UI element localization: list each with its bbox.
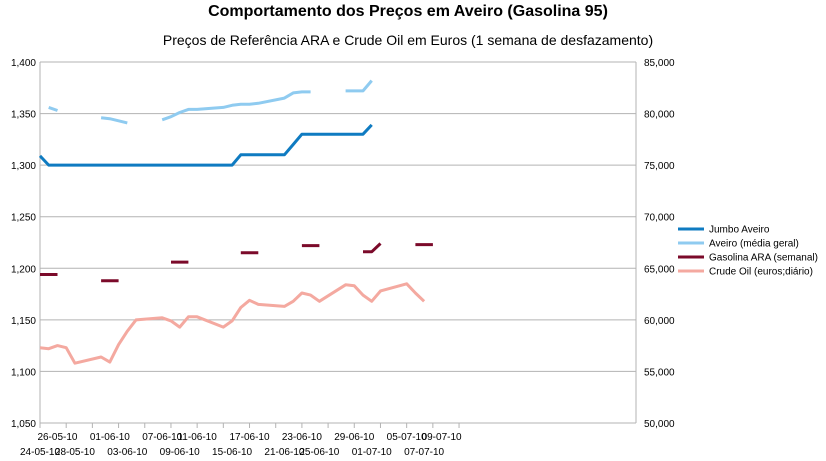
x-tick-label: 21-06-10: [264, 447, 304, 458]
x-tick-label: 01-06-10: [90, 432, 130, 443]
series-line: [161, 90, 311, 122]
series-line: [38, 123, 373, 167]
series-area: [38, 79, 433, 365]
y-right-tick-label: 85,000: [644, 58, 675, 69]
legend-label: Jumbo Aveiro: [709, 225, 770, 236]
axes: 1,050 50,000 1,100 55,000 1,150 60,000 1,200 65…: [11, 58, 675, 458]
chart-subtitle: Preços de Referência ARA e Crude Oil em …: [163, 32, 653, 48]
x-tick-label: 11-06-10: [177, 432, 217, 443]
y-left-tick-label: 1,200: [11, 264, 36, 275]
y-left-tick-label: 1,100: [11, 367, 36, 378]
x-tick-label: 29-06-10: [334, 432, 374, 443]
chart-title: Comportamento dos Preços em Aveiro (Gaso…: [208, 3, 608, 20]
y-right-tick-label: 50,000: [644, 419, 675, 430]
x-tick-label: 07-07-10: [404, 447, 444, 458]
x-tick-label: 03-06-10: [107, 447, 147, 458]
y-left-tick-label: 1,250: [11, 213, 36, 224]
x-tick-label: 24-05-10: [20, 447, 60, 458]
y-right-tick-label: 80,000: [644, 110, 675, 121]
x-tick-label: 09-06-10: [160, 447, 200, 458]
y-right-tick-label: 65,000: [644, 264, 675, 275]
x-tick-label: 17-06-10: [230, 432, 270, 443]
y-right-tick-label: 75,000: [644, 161, 675, 172]
series-line: [39, 282, 426, 365]
x-tick-label: 05-07-10: [387, 432, 427, 443]
legend-label: Aveiro (média geral): [709, 239, 799, 250]
series-crude-oil-euros-diario: [39, 282, 426, 365]
grid: [40, 61, 636, 424]
y-left-tick-label: 1,300: [11, 161, 36, 172]
y-right-tick-label: 55,000: [644, 367, 675, 378]
legend-label: Gasolina ARA (semanal): [709, 253, 818, 264]
series-line: [48, 105, 58, 112]
legend: Jumbo Aveiro Aveiro (média geral) Gasolina…: [678, 225, 818, 278]
series-jumbo-aveiro: [38, 123, 373, 167]
series-line: [363, 242, 382, 254]
series-line: [100, 116, 128, 125]
y-left-tick-label: 1,400: [11, 58, 36, 69]
y-left-tick-label: 1,150: [11, 316, 36, 327]
x-tick-label: 15-06-10: [212, 447, 252, 458]
x-tick-label: 25-06-10: [299, 447, 339, 458]
x-tick-label: 26-05-10: [37, 432, 77, 443]
legend-label: Crude Oil (euros;diário): [709, 267, 813, 278]
y-right-tick-label: 70,000: [644, 213, 675, 224]
series-gasolina-ara-semanal: [40, 242, 433, 283]
x-tick-label: 23-06-10: [282, 432, 322, 443]
x-tick-label: 09-07-10: [422, 432, 462, 443]
series-line: [345, 79, 373, 93]
y-left-tick-label: 1,050: [11, 419, 36, 430]
y-left-tick-label: 1,350: [11, 110, 36, 121]
x-tick-label: 01-07-10: [352, 447, 392, 458]
series-aveiro-media-geral: [48, 79, 373, 125]
x-tick-label: 07-06-10: [142, 432, 182, 443]
y-right-tick-label: 60,000: [644, 316, 675, 327]
x-tick-label: 28-05-10: [55, 447, 95, 458]
